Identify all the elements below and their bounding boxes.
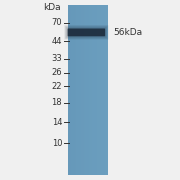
Text: 22: 22 xyxy=(52,82,62,91)
Text: 14: 14 xyxy=(52,118,62,127)
FancyBboxPatch shape xyxy=(64,25,109,40)
FancyBboxPatch shape xyxy=(66,27,106,38)
FancyBboxPatch shape xyxy=(68,29,105,36)
Text: 33: 33 xyxy=(51,54,62,63)
Text: kDa: kDa xyxy=(44,3,61,12)
FancyBboxPatch shape xyxy=(66,27,107,38)
FancyBboxPatch shape xyxy=(67,28,106,37)
Bar xyxy=(68,5,108,175)
Text: 18: 18 xyxy=(51,98,62,107)
Text: 70: 70 xyxy=(51,18,62,27)
Text: 56kDa: 56kDa xyxy=(113,28,143,37)
Text: 44: 44 xyxy=(52,37,62,46)
Text: 26: 26 xyxy=(51,68,62,77)
Text: 10: 10 xyxy=(52,139,62,148)
FancyBboxPatch shape xyxy=(65,26,108,39)
